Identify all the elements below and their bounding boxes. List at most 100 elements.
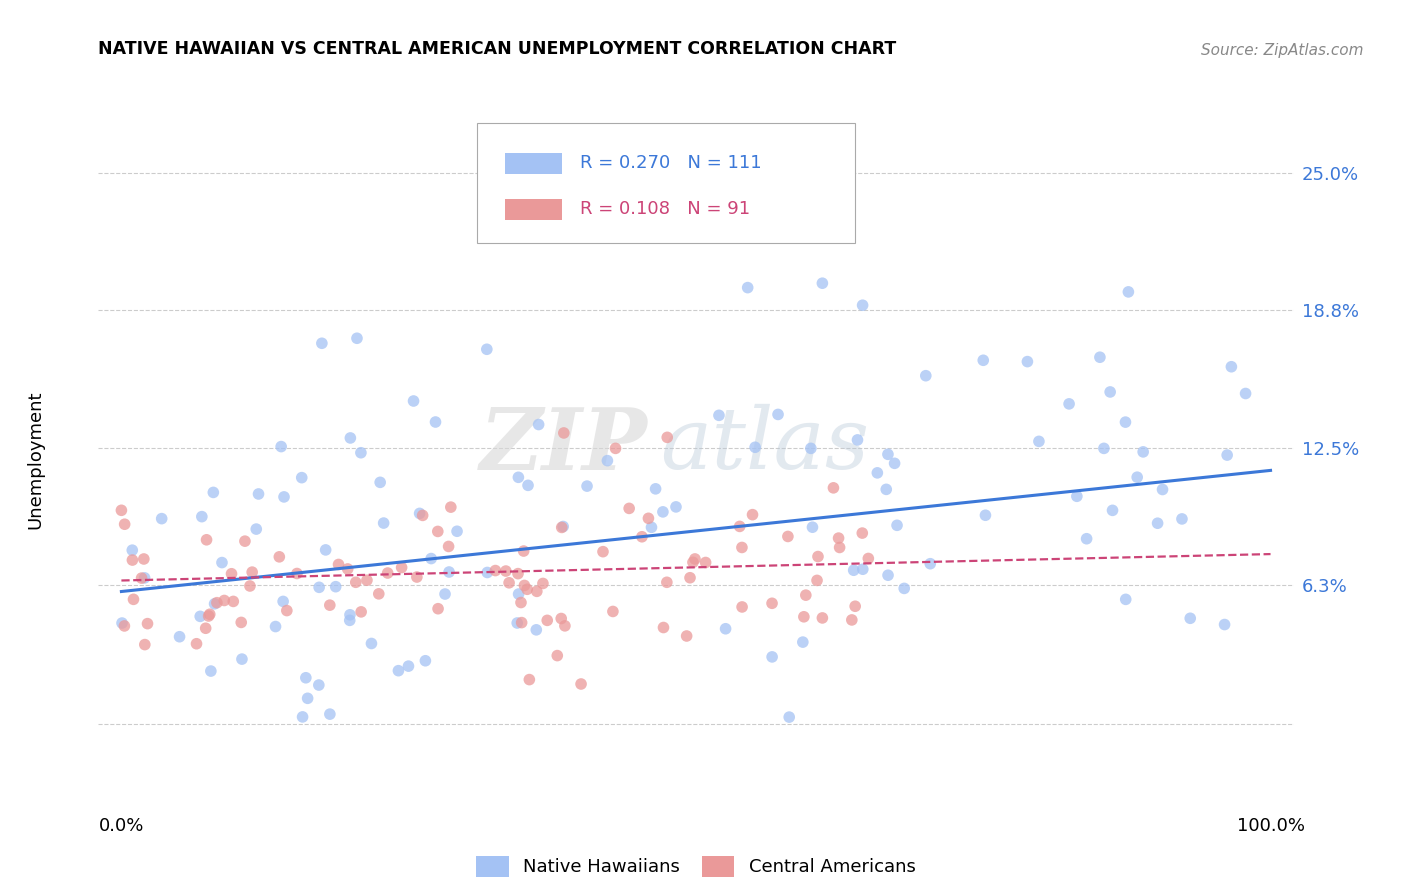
Point	[350, 446, 373, 460]
Point	[513, 578, 536, 592]
Point	[974, 508, 997, 523]
Point	[1076, 532, 1098, 546]
Text: R = 0.108   N = 91: R = 0.108 N = 91	[581, 200, 751, 219]
Point	[360, 636, 382, 650]
Point	[806, 574, 828, 588]
Point	[291, 470, 314, 484]
Point	[308, 678, 330, 692]
Point	[526, 584, 548, 599]
Point	[297, 691, 319, 706]
Point	[778, 710, 800, 724]
Point	[211, 556, 233, 570]
Point	[553, 519, 575, 533]
Point	[714, 622, 737, 636]
Point	[405, 570, 427, 584]
Point	[851, 526, 873, 541]
Point	[506, 566, 529, 581]
Point	[367, 587, 389, 601]
Point	[801, 520, 824, 534]
Point	[122, 592, 145, 607]
Point	[387, 664, 409, 678]
Point	[350, 605, 373, 619]
Point	[426, 524, 449, 539]
FancyBboxPatch shape	[477, 122, 855, 243]
Point	[1171, 512, 1194, 526]
Point	[121, 553, 143, 567]
Point	[554, 619, 576, 633]
Point	[1118, 285, 1140, 299]
Point	[800, 442, 823, 456]
Point	[295, 671, 318, 685]
Point	[325, 580, 347, 594]
Point	[222, 594, 245, 608]
Point	[675, 629, 697, 643]
Point	[231, 615, 253, 630]
Point	[440, 500, 463, 515]
Point	[356, 573, 378, 587]
Point	[569, 677, 592, 691]
Point	[373, 516, 395, 530]
Point	[191, 509, 214, 524]
Point	[484, 564, 506, 578]
Point	[728, 519, 751, 533]
Point	[761, 649, 783, 664]
Point	[744, 440, 766, 454]
Point	[707, 409, 730, 423]
Point	[652, 620, 675, 634]
Point	[319, 598, 342, 612]
Point	[508, 587, 530, 601]
Point	[1088, 350, 1111, 364]
Point	[852, 298, 875, 312]
Point	[1017, 354, 1039, 368]
Point	[792, 635, 814, 649]
Point	[827, 531, 849, 545]
Point	[398, 659, 420, 673]
Point	[972, 353, 994, 368]
Point	[412, 508, 434, 523]
Point	[510, 595, 533, 609]
Point	[233, 534, 256, 549]
Point	[1132, 445, 1154, 459]
Point	[269, 549, 291, 564]
Point	[1066, 489, 1088, 503]
Point	[231, 652, 253, 666]
Point	[1092, 442, 1115, 456]
Point	[247, 487, 270, 501]
Point	[679, 571, 702, 585]
Point	[276, 604, 298, 618]
Point	[239, 579, 262, 593]
Point	[793, 609, 815, 624]
Point	[576, 479, 599, 493]
Point	[506, 615, 529, 630]
Point	[553, 425, 575, 440]
Point	[205, 596, 228, 610]
Point	[665, 500, 688, 514]
Point	[408, 507, 430, 521]
Point	[197, 609, 219, 624]
Point	[391, 560, 413, 574]
Point	[1099, 384, 1122, 399]
Point	[346, 331, 368, 345]
Point	[920, 557, 942, 571]
Point	[657, 430, 679, 444]
Point	[683, 552, 706, 566]
Point	[1152, 483, 1174, 497]
Point	[427, 601, 450, 615]
Point	[1115, 592, 1137, 607]
Point	[842, 563, 865, 577]
Point	[841, 613, 863, 627]
Point	[517, 673, 540, 687]
Point	[319, 707, 342, 722]
Point	[495, 564, 517, 578]
Text: ZIP: ZIP	[481, 403, 648, 487]
Point	[877, 568, 900, 582]
Point	[415, 654, 437, 668]
Point	[111, 615, 134, 630]
Point	[425, 415, 447, 429]
Point	[1213, 617, 1236, 632]
Point	[592, 544, 614, 558]
Legend: Native Hawaiians, Central Americans: Native Hawaiians, Central Americans	[470, 848, 922, 884]
Point	[811, 277, 834, 291]
Point	[866, 466, 889, 480]
Point	[328, 558, 350, 572]
